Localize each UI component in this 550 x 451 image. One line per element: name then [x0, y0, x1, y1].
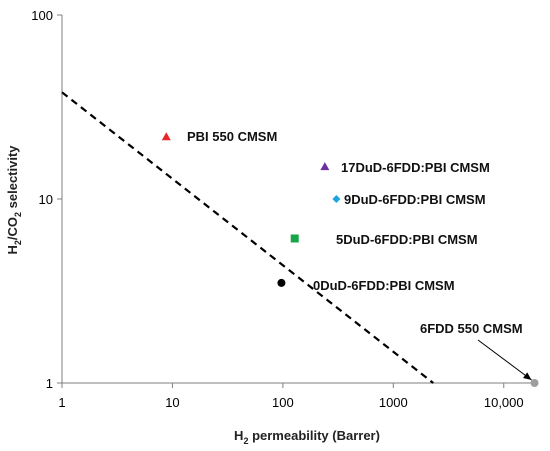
upper-bound-line: [61, 91, 434, 384]
marker-9dud-6fdd-pbi-cmsm: [332, 195, 341, 203]
label-0dud-6fdd-pbi-cmsm: 0DuD-6FDD:PBI CMSM: [313, 278, 455, 293]
marker-0dud-6fdd-pbi-cmsm: [277, 278, 286, 287]
y-axis-label: H2/CO2 selectivity: [5, 145, 23, 255]
arrow-head: [523, 372, 532, 380]
label-5dud-6fdd-pbi-cmsm: 5DuD-6FDD:PBI CMSM: [336, 232, 478, 247]
x-tick-label: 100: [272, 395, 294, 410]
label-17dud-6fdd-pbi-cmsm: 17DuD-6FDD:PBI CMSM: [341, 160, 490, 175]
x-tick-label: 1000: [379, 395, 408, 410]
y-tick-label: 100: [31, 8, 53, 23]
x-tick-label: 1: [58, 395, 65, 410]
arrow-line: [477, 339, 532, 381]
tick-layer: 1 10 100 1000 10,000 1 10 100: [31, 8, 523, 410]
marker-5dud-6fdd-pbi-cmsm: [290, 234, 299, 243]
marker-layer: [161, 132, 539, 387]
marker-pbi-550-cmsm: [161, 132, 171, 141]
marker-6fdd-550-cmsm: [530, 379, 539, 387]
label-layer: PBI 550 CMSM 17DuD-6FDD:PBI CMSM 9DuD-6FDD…: [187, 129, 532, 381]
y-tick-label: 1: [46, 376, 53, 391]
y-tick-label: 10: [39, 192, 53, 207]
label-6fdd-550-cmsm: 6FDD 550 CMSM: [420, 321, 523, 336]
x-tick-label: 10: [165, 395, 179, 410]
x-tick-label: 10,000: [484, 395, 524, 410]
marker-17dud-6fdd-pbi-cmsm: [320, 162, 330, 171]
label-pbi-550-cmsm: PBI 550 CMSM: [187, 129, 277, 144]
x-axis-label: H2 permeability (Barrer): [234, 428, 380, 446]
label-9dud-6fdd-pbi-cmsm: 9DuD-6FDD:PBI CMSM: [344, 192, 486, 207]
upper-bound-layer: [61, 91, 434, 384]
